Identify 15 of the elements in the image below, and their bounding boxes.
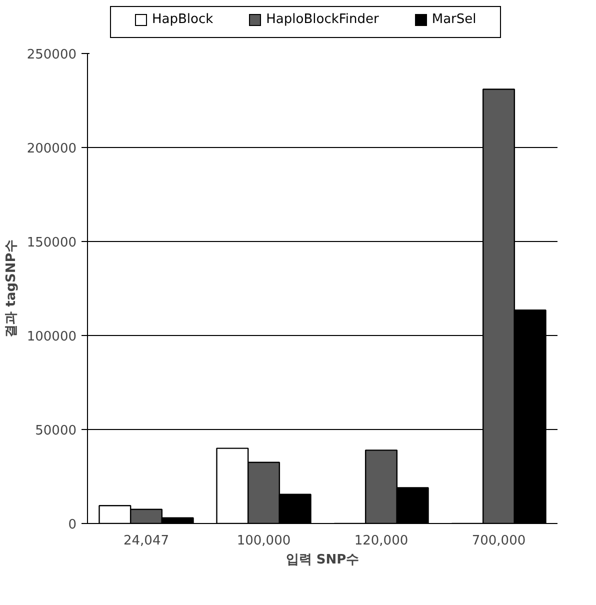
y-tick-label: 50000 <box>35 423 77 438</box>
y-tick-label: 150000 <box>26 235 77 250</box>
x-axis-title: 입력 SNP수 <box>286 552 360 568</box>
x-tick-label: 24,047 <box>124 533 170 548</box>
legend-label: MarSel <box>432 11 476 29</box>
y-tick-label: 200000 <box>26 141 77 156</box>
y-tick-label: 100000 <box>26 329 77 344</box>
y-tick-label: 250000 <box>26 47 77 62</box>
legend-label: HaploBlockFinder <box>266 11 379 29</box>
y-axis-title: 결과 tagSNP수 <box>4 240 19 338</box>
y-tick-label: 0 <box>68 517 77 532</box>
x-tick-label: 700,000 <box>472 533 526 548</box>
x-tick-label: 120,000 <box>354 533 408 548</box>
legend-label: HapBlock <box>152 11 214 29</box>
x-tick-label: 100,000 <box>236 533 291 548</box>
